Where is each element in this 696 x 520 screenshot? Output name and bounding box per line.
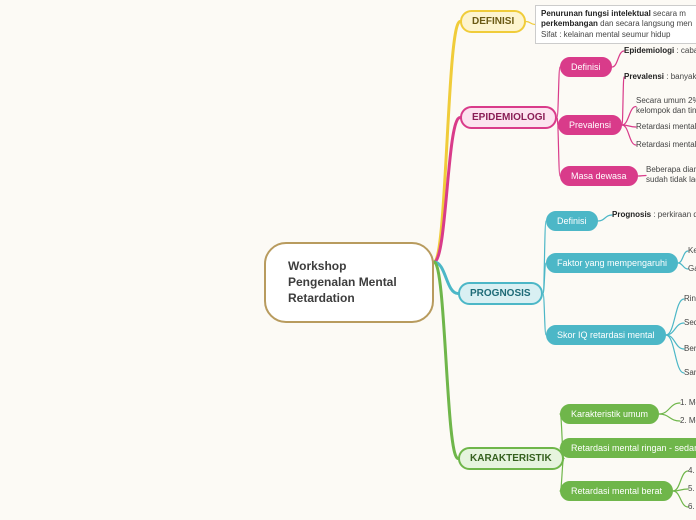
ep-prev-node: Prevalensi [558, 115, 622, 135]
ep-masa-node: Masa dewasa [560, 166, 638, 186]
epidemiologi-node: EPIDEMIOLOGI [460, 106, 557, 129]
ka-b1-note: 4. [688, 466, 695, 476]
definisi-note: Penurunan fungsi intelektual secara mper… [535, 5, 696, 44]
ep-def-note: Epidemiologi : cabar [624, 46, 696, 56]
root-node: Workshop Pengenalan Mental Retardation [264, 242, 434, 323]
pr-def-node: Definisi [546, 211, 598, 231]
ka-ringan-node: Retardasi mental ringan - sedang [560, 438, 696, 458]
ep-def-node: Definisi [560, 57, 612, 77]
pr-f2-note: Ga [688, 264, 696, 274]
definisi-node: DEFINISI [460, 10, 526, 33]
pr-s4-note: Sanga [684, 368, 696, 378]
pr-def-note: Prognosis : perkiraan da [612, 210, 696, 220]
ka-umum-node: Karakteristik umum [560, 404, 659, 424]
ka-u1-note: 1. Mer [680, 398, 696, 408]
pr-s3-note: Berat [684, 344, 696, 354]
ep-prev-1-note: Prevalensi : banyakn [624, 72, 696, 82]
pr-skor-node: Skor IQ retardasi mental [546, 325, 666, 345]
ep-prev-4-note: Retardasi mental b [636, 140, 696, 150]
pr-f1-note: Ke [688, 246, 696, 256]
prognosis-node: PROGNOSIS [458, 282, 543, 305]
pr-s2-note: Seda [684, 318, 696, 328]
ka-u2-note: 2. Me [680, 416, 696, 426]
ka-berat-node: Retardasi mental berat [560, 481, 673, 501]
ep-prev-3-note: Retardasi mental r [636, 122, 696, 132]
pr-faktor-node: Faktor yang mempengaruhi [546, 253, 678, 273]
ep-prev-2-note: Secara umum 2%-kelompok dan ting [636, 96, 696, 117]
pr-s1-note: Ringa [684, 294, 696, 304]
ep-masa-note: Beberapa diantsudah tidak lag [646, 165, 696, 186]
ka-b2-note: 5. [688, 484, 695, 494]
ka-b3-note: 6. [688, 502, 695, 512]
karakteristik-node: KARAKTERISTIK [458, 447, 564, 470]
